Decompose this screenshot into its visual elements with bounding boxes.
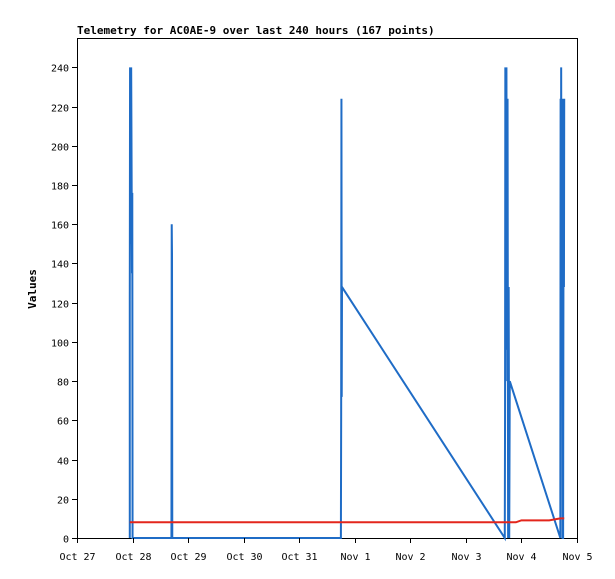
y-axis: 0 20 40 60 80 100 120 140 160 180 200 220 240	[51, 64, 77, 546]
y-axis-label: Values	[26, 269, 39, 309]
y-tick-label-4: 80	[57, 378, 69, 389]
y-tick-label-0: 0	[63, 535, 69, 546]
series-line-0	[128, 67, 566, 542]
y-tick-label-2: 40	[57, 457, 69, 468]
chart-title: Telemetry for AC0AE-9 over last 240 hour…	[77, 24, 435, 37]
y-tick-label-3: 60	[57, 417, 69, 428]
series-layer	[128, 67, 566, 542]
x-tick-label-9: Nov 5	[562, 552, 592, 563]
x-tick-label-3: Oct 30	[226, 552, 262, 563]
y-tick-label-12: 240	[51, 64, 69, 75]
y-tick-label-10: 200	[51, 143, 69, 154]
y-tick-label-7: 140	[51, 260, 69, 271]
y-tick-label-5: 100	[51, 339, 69, 350]
x-tick-label-7: Nov 3	[451, 552, 481, 563]
x-tick-label-2: Oct 29	[170, 552, 206, 563]
x-axis: Oct 27 Oct 28 Oct 29 Oct 30 Oct 31 Nov 1 Nov 2…	[59, 538, 593, 563]
series-line-1	[129, 517, 565, 524]
x-tick-label-1: Oct 28	[115, 552, 151, 563]
y-tick-label-11: 220	[51, 104, 69, 115]
y-tick-label-1: 20	[57, 496, 69, 507]
x-tick-label-4: Oct 31	[281, 552, 317, 563]
plot-area-frame	[77, 38, 578, 539]
x-tick-label-5: Nov 1	[340, 552, 370, 563]
y-tick-label-8: 160	[51, 221, 69, 232]
x-tick-label-0: Oct 27	[59, 552, 95, 563]
y-tick-label-9: 180	[51, 182, 69, 193]
y-tick-label-6: 120	[51, 300, 69, 311]
x-tick-label-6: Nov 2	[395, 552, 425, 563]
x-tick-label-8: Nov 4	[506, 552, 536, 563]
